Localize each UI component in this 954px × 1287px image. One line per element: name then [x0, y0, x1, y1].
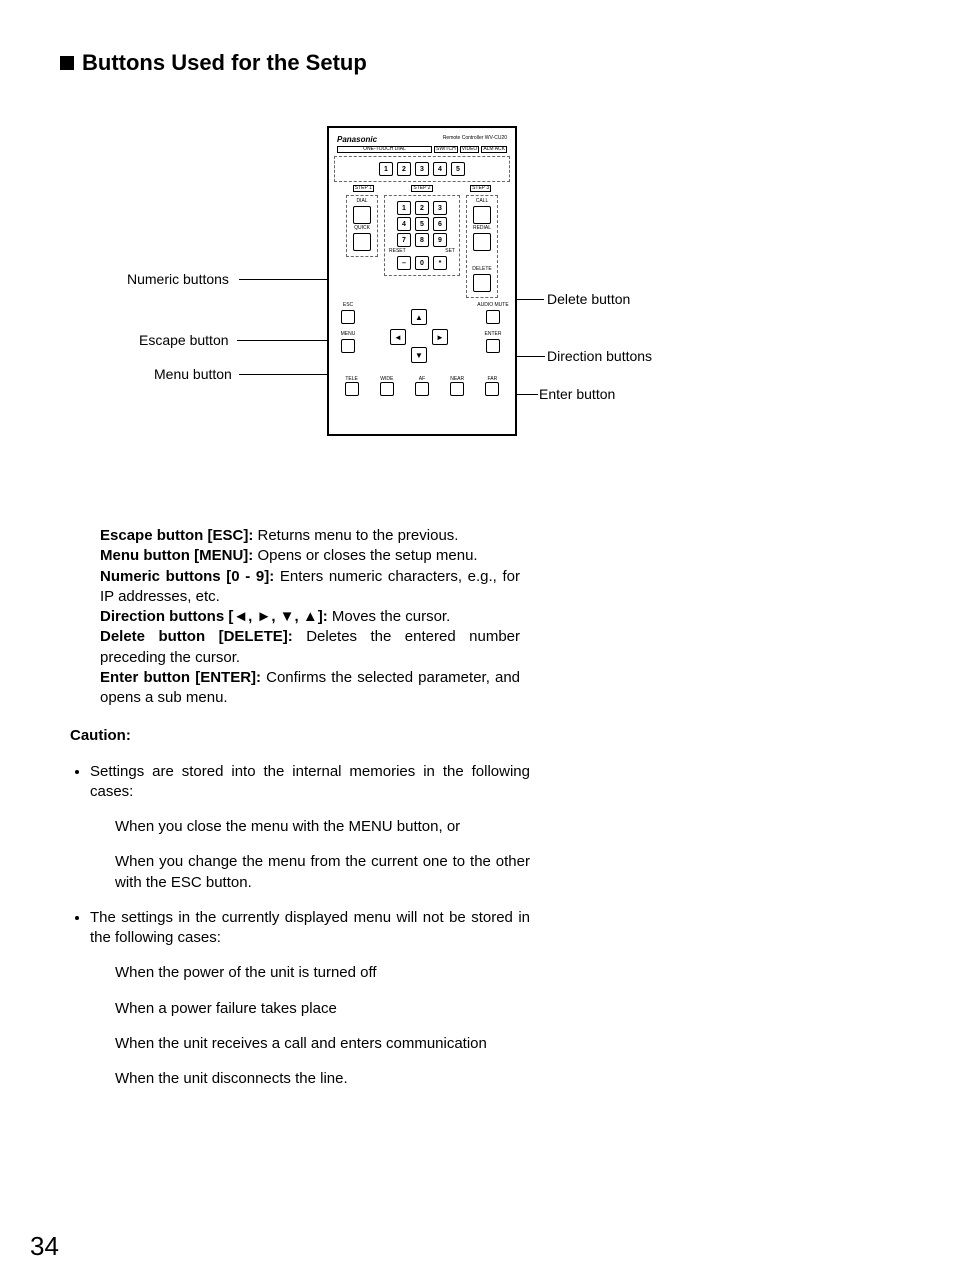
set-label: SET [445, 249, 455, 254]
af-button [415, 382, 429, 396]
key-1: 1 [397, 201, 411, 215]
callout-delete: Delete button [547, 291, 630, 307]
remote-controller: Panasonic Remote Controller WV-CU20 ONE-… [327, 126, 517, 436]
redial-button [473, 233, 491, 251]
key-8: 8 [415, 233, 429, 247]
dir-desc-label: Direction buttons [◄, ►, ▼, ▲]: [100, 608, 328, 625]
dial-button [353, 206, 371, 224]
del-desc-label: Delete button [DELETE]: [100, 628, 293, 645]
menu-button [341, 339, 355, 353]
key-3: 3 [433, 201, 447, 215]
model-label: Remote Controller WV-CU20 [443, 135, 507, 144]
num-desc-label: Numeric buttons [0 - 9]: [100, 568, 274, 585]
onetouch-5: 5 [451, 162, 465, 176]
esc-desc-label: Escape button [ESC]: [100, 527, 253, 544]
arrow-left-icon: ◄ [390, 329, 406, 345]
delete-button [473, 274, 491, 292]
caution-sub-2c: When the unit receives a call and enters… [70, 1034, 530, 1054]
step2-label: STEP 2 [411, 185, 432, 192]
quick-button [353, 233, 371, 251]
enter-label: ENTER [485, 332, 502, 337]
key-star: * [433, 256, 447, 270]
call-label: CALL [469, 199, 495, 204]
heading-bullet-icon [60, 56, 74, 70]
esc-label: ESC [343, 303, 353, 308]
far-button [485, 382, 499, 396]
quick-label: QUICK [349, 226, 375, 231]
key-5: 5 [415, 217, 429, 231]
key-6: 6 [433, 217, 447, 231]
call-button [473, 206, 491, 224]
callout-numeric: Numeric buttons [127, 271, 229, 287]
menu-desc-label: Menu button [MENU]: [100, 547, 253, 564]
arrow-down-icon: ▼ [411, 347, 427, 363]
onetouch-3: 3 [415, 162, 429, 176]
caution-sub-2d: When the unit disconnects the line. [70, 1069, 530, 1089]
key-minus: – [397, 256, 411, 270]
caution-sub-2a: When the power of the unit is turned off [70, 963, 530, 983]
onetouch-1: 1 [379, 162, 393, 176]
arrow-up-icon: ▲ [411, 309, 427, 325]
tele-button [345, 382, 359, 396]
step3-label: STEP 3 [470, 185, 491, 192]
heading-text: Buttons Used for the Setup [82, 50, 367, 76]
caution-sub-2b: When a power failure takes place [70, 999, 530, 1019]
callout-enter: Enter button [539, 386, 615, 402]
audiomute-label: AUDIO MUTE [477, 303, 508, 308]
caution-sub-1a: When you close the menu with the MENU bu… [70, 817, 530, 837]
esc-desc-text: Returns menu to the previous. [253, 527, 458, 544]
one-touch-section: 1 2 3 4 5 [334, 156, 510, 182]
callout-menu: Menu button [154, 366, 232, 382]
wide-button [380, 382, 394, 396]
menu-label: MENU [341, 332, 356, 337]
caution-heading: Caution: [70, 726, 530, 746]
onetouch-2: 2 [397, 162, 411, 176]
caution-section: Caution: Settings are stored into the in… [70, 726, 530, 1089]
dial-label: DIAL [349, 199, 375, 204]
switch-label: SWITCH [434, 146, 458, 153]
key-2: 2 [415, 201, 429, 215]
caution-item-2: The settings in the currently displayed … [90, 908, 530, 949]
key-9: 9 [433, 233, 447, 247]
callout-escape: Escape button [139, 332, 229, 348]
caution-item-1: Settings are stored into the internal me… [90, 762, 530, 803]
caution-sub-1b: When you change the menu from the curren… [70, 852, 530, 893]
arrow-right-icon: ► [432, 329, 448, 345]
enter-button [486, 339, 500, 353]
brand-label: Panasonic [337, 135, 377, 144]
key-0: 0 [415, 256, 429, 270]
page-number: 34 [30, 1231, 59, 1262]
callout-direction: Direction buttons [547, 348, 652, 364]
key-4: 4 [397, 217, 411, 231]
dir-desc-text: Moves the cursor. [328, 608, 451, 625]
direction-pad: ▲ ◄ ► ▼ [374, 307, 464, 367]
step1-label: STEP 1 [353, 185, 374, 192]
almack-label: ALM ACK [481, 146, 507, 153]
reset-label: RESET [389, 249, 406, 254]
delete-label: DELETE [469, 267, 495, 272]
remote-diagram: Numeric buttons Escape button Menu butto… [127, 126, 827, 456]
audiomute-button [486, 310, 500, 324]
redial-label: REDIAL [469, 226, 495, 231]
onetouch-4: 4 [433, 162, 447, 176]
key-7: 7 [397, 233, 411, 247]
video-label: VIDEO [460, 146, 480, 153]
esc-button [341, 310, 355, 324]
bottom-function-row: TELE WIDE AF NEAR FAR [334, 377, 510, 396]
section-heading: Buttons Used for the Setup [60, 50, 894, 76]
near-button [450, 382, 464, 396]
one-touch-label: ONE-TOUCH DIAL [337, 146, 432, 153]
ent-desc-label: Enter button [ENTER]: [100, 669, 261, 686]
button-descriptions: Escape button [ESC]: Returns menu to the… [100, 526, 520, 708]
menu-desc-text: Opens or closes the setup menu. [253, 547, 477, 564]
